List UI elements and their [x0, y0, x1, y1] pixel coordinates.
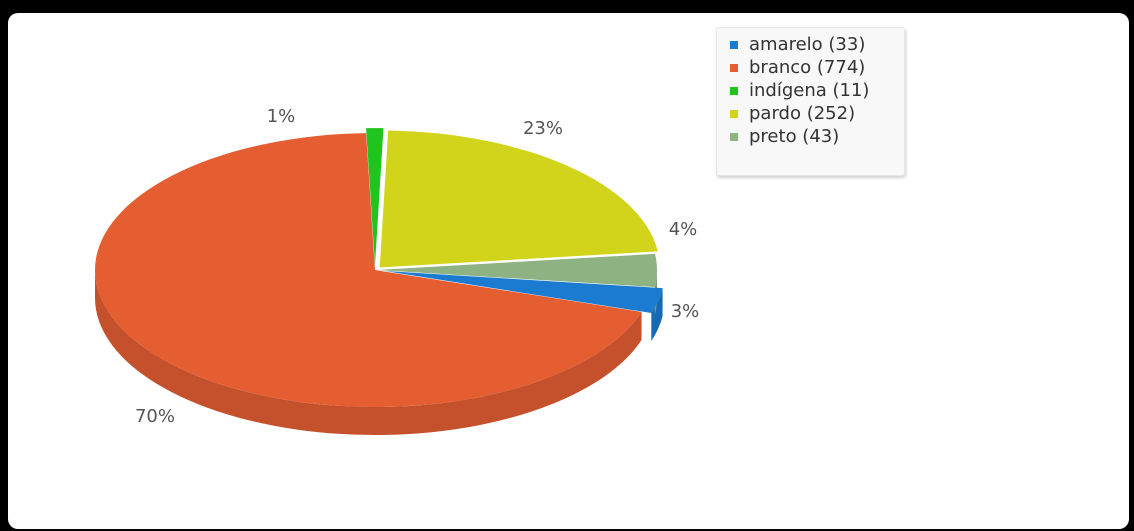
legend-item-indigena[interactable]: indígena (11) — [717, 79, 904, 102]
legend-item-pardo[interactable]: pardo (252) — [717, 102, 904, 125]
pie-slice-side-amarelo — [651, 288, 663, 341]
legend-swatch-preto — [730, 133, 738, 141]
legend-item-branco[interactable]: branco (774) — [717, 56, 904, 79]
legend-swatch-pardo — [730, 110, 738, 118]
pie-percent-labels: 3% 70% 1% 23% 4% — [135, 106, 699, 427]
legend-label-branco: branco (774) — [749, 57, 866, 78]
legend-item-amarelo[interactable]: amarelo (33) — [717, 33, 904, 56]
pie-label-branco: 70% — [135, 406, 175, 427]
legend-swatch-amarelo — [730, 41, 738, 49]
chart-legend: amarelo (33) branco (774) indígena (11) par… — [716, 27, 905, 176]
pie-slices — [94, 128, 663, 408]
pie-label-indigena: 1% — [267, 106, 296, 127]
legend-swatch-indigena — [730, 87, 738, 95]
legend-item-preto[interactable]: preto (43) — [717, 125, 904, 148]
pie-slice-amarelo[interactable] — [384, 271, 663, 313]
pie-slice-preto[interactable] — [377, 253, 657, 288]
pie-label-amarelo: 3% — [671, 301, 700, 322]
legend-label-indigena: indígena (11) — [749, 80, 870, 101]
pie-label-preto: 4% — [669, 219, 698, 240]
pie-slice-indigena[interactable] — [366, 128, 384, 266]
pie-slice-side-branco — [94, 270, 642, 435]
pie-slice-branco[interactable] — [94, 133, 642, 408]
legend-swatch-branco — [730, 64, 738, 72]
pie-slice-pardo[interactable] — [379, 130, 658, 268]
legend-label-pardo: pardo (252) — [749, 103, 856, 124]
legend-label-amarelo: amarelo (33) — [749, 34, 866, 55]
pie-label-pardo: 23% — [523, 118, 563, 139]
legend-label-preto: preto (43) — [749, 126, 840, 147]
